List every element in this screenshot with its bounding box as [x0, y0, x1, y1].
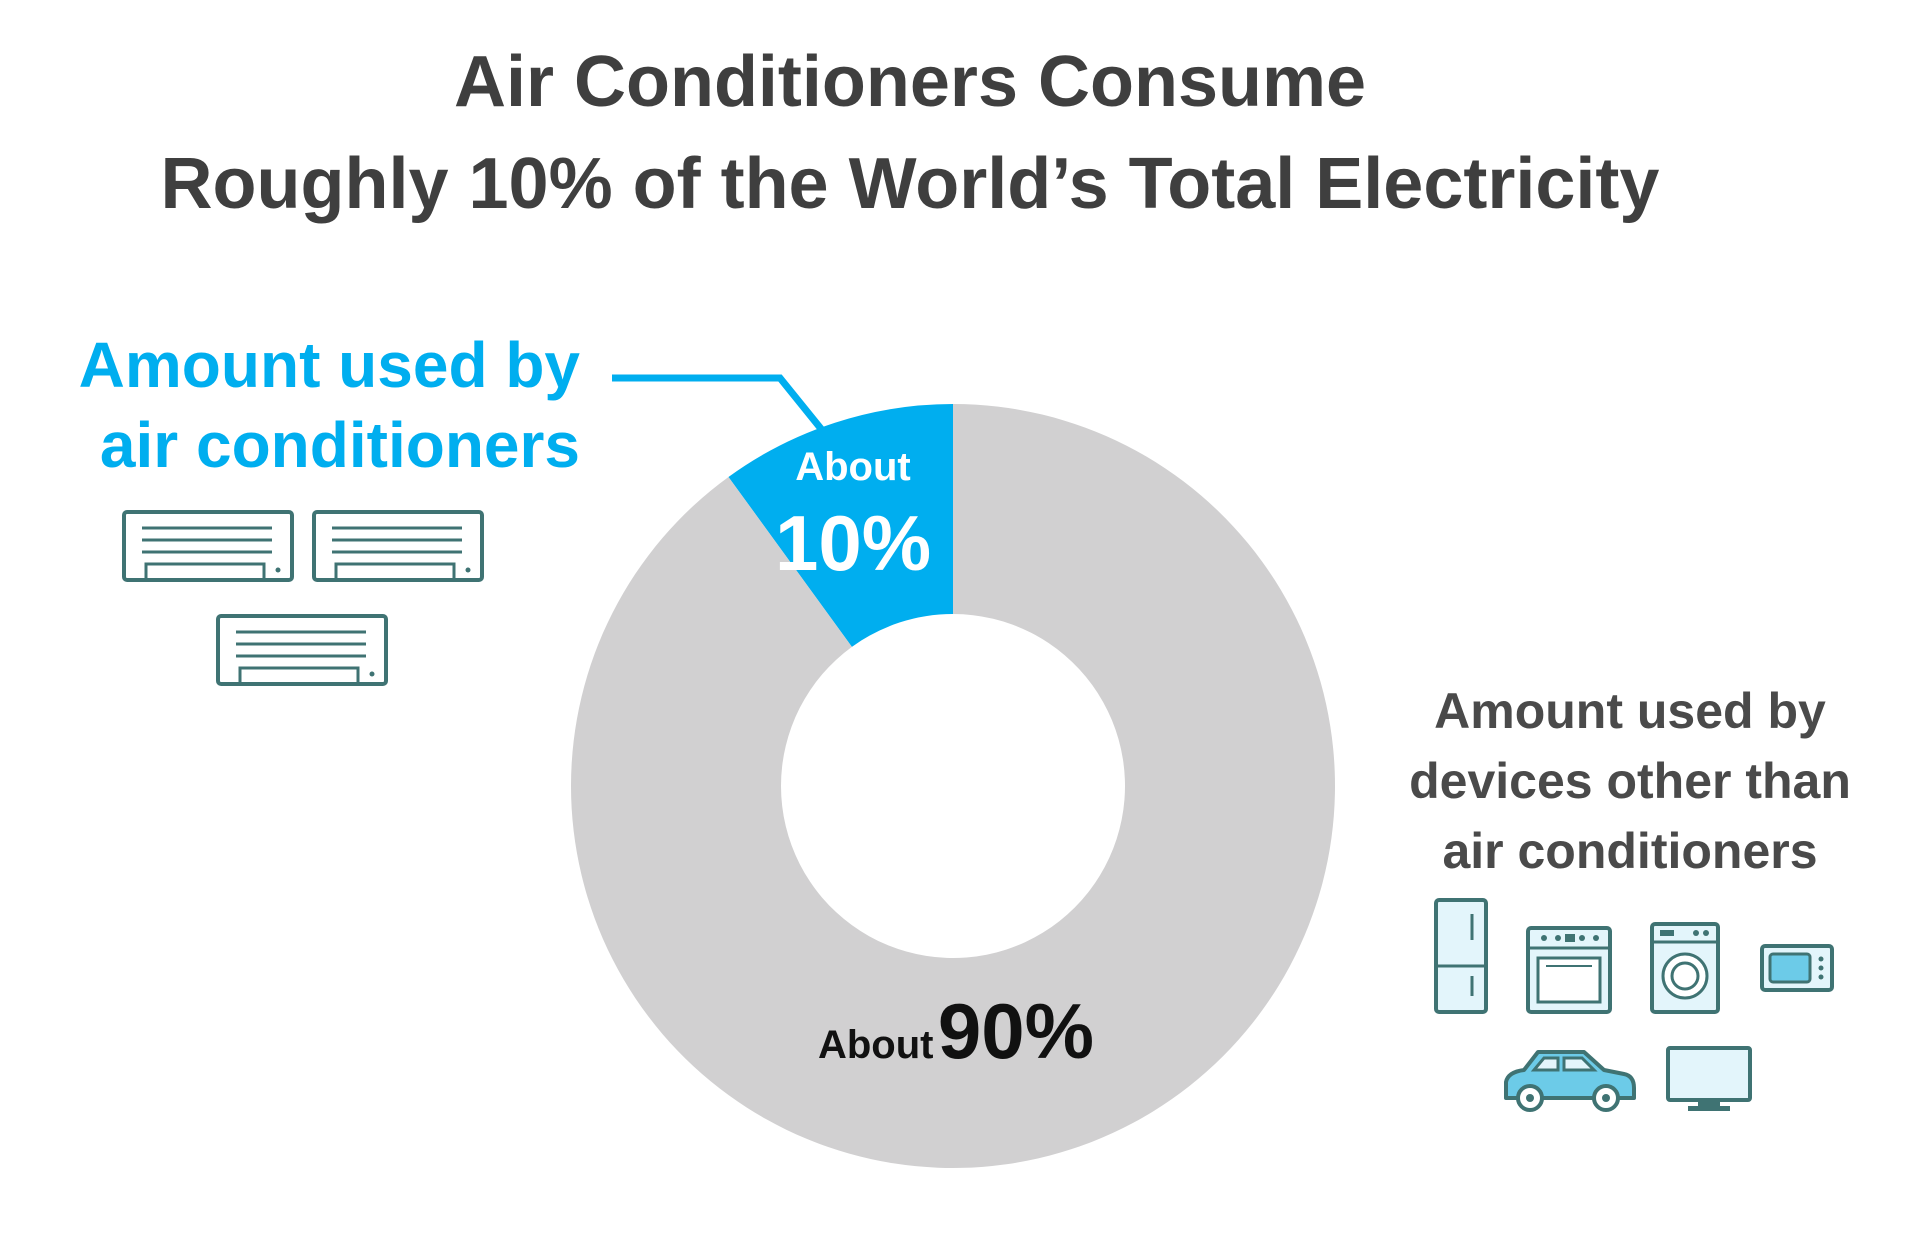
- refrigerator-icon: [1434, 898, 1488, 1014]
- ac-label-line-1: Amount used by: [78, 329, 580, 401]
- other-label-line-3: air conditioners: [1442, 823, 1818, 879]
- other-slice-label-prefix: About: [818, 1023, 934, 1067]
- other-label-line-2: devices other than: [1409, 753, 1851, 809]
- car-icon: [1504, 1050, 1636, 1112]
- ac-label-line-2: air conditioners: [99, 409, 580, 481]
- other-slice-label-value: 90%: [938, 987, 1094, 1075]
- ac-leader-line: [612, 374, 825, 433]
- air-conditioner-icon: [122, 510, 294, 582]
- air-conditioner-icon: [216, 614, 388, 686]
- oven-icon: [1526, 926, 1612, 1014]
- washing-machine-icon: [1650, 922, 1720, 1014]
- chart-title-line-2: Roughly 10% of the World’s Total Electri…: [160, 144, 1660, 224]
- ac-series-label: Amount used by air conditioners: [0, 325, 580, 485]
- donut-slices: [570, 404, 1335, 1168]
- donut-slice-air-conditioners: [728, 404, 953, 647]
- microwave-icon: [1760, 944, 1834, 992]
- ac-slice-label-value: 10%: [775, 499, 931, 587]
- ac-slice-label-prefix: About: [795, 445, 911, 489]
- other-series-label: Amount used by devices other than air co…: [1360, 676, 1900, 886]
- other-label-line-1: Amount used by: [1434, 683, 1826, 739]
- chart-title-line-1: Air Conditioners Consume: [453, 42, 1367, 122]
- television-icon: [1666, 1046, 1752, 1111]
- air-conditioner-icon: [312, 510, 484, 582]
- other-slice-label: About 90%: [818, 987, 1094, 1075]
- donut-slice-other-devices: [570, 404, 1335, 1168]
